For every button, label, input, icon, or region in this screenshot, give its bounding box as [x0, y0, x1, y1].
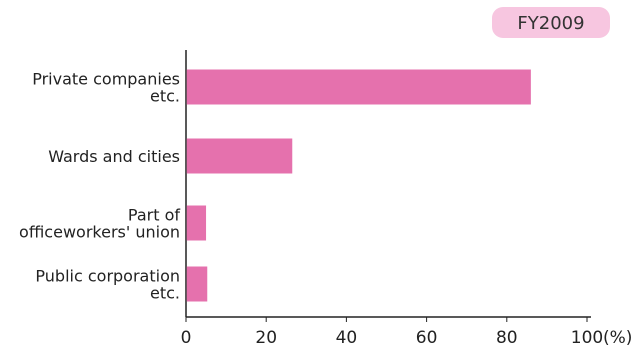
x-tick-label-0: 0: [181, 328, 192, 348]
fiscal-year-badge: FY2009: [492, 7, 610, 38]
x-tick-labels: 0 20 40 60 80 100 (%): [181, 328, 633, 348]
x-tick-label-80: 80: [496, 328, 518, 348]
bar-4: [186, 266, 208, 302]
badge-label: FY2009: [517, 13, 584, 34]
bar-2: [186, 138, 293, 174]
category-label-4-line-1: Public corporation: [35, 267, 180, 286]
category-label-2-line-1: Wards and cities: [48, 147, 180, 166]
bar-3: [186, 205, 207, 241]
axes: [185, 50, 591, 322]
bars: [186, 69, 531, 302]
x-tick-label-20: 20: [255, 328, 277, 348]
category-label-1-line-1: Private companies: [32, 70, 180, 89]
category-label-3-line-2: officeworkers' union: [19, 223, 180, 242]
category-label-3-line-1: Part of: [128, 206, 180, 225]
x-tick-label-40: 40: [336, 328, 358, 348]
category-label-4-line-2: etc.: [150, 284, 180, 303]
x-tick-label-100: 100: [571, 328, 603, 348]
category-label-1-line-2: etc.: [150, 87, 180, 106]
bar-1: [186, 69, 531, 105]
x-tick-label-60: 60: [416, 328, 438, 348]
badge-background: [492, 7, 610, 38]
x-unit-label: (%): [603, 328, 632, 348]
